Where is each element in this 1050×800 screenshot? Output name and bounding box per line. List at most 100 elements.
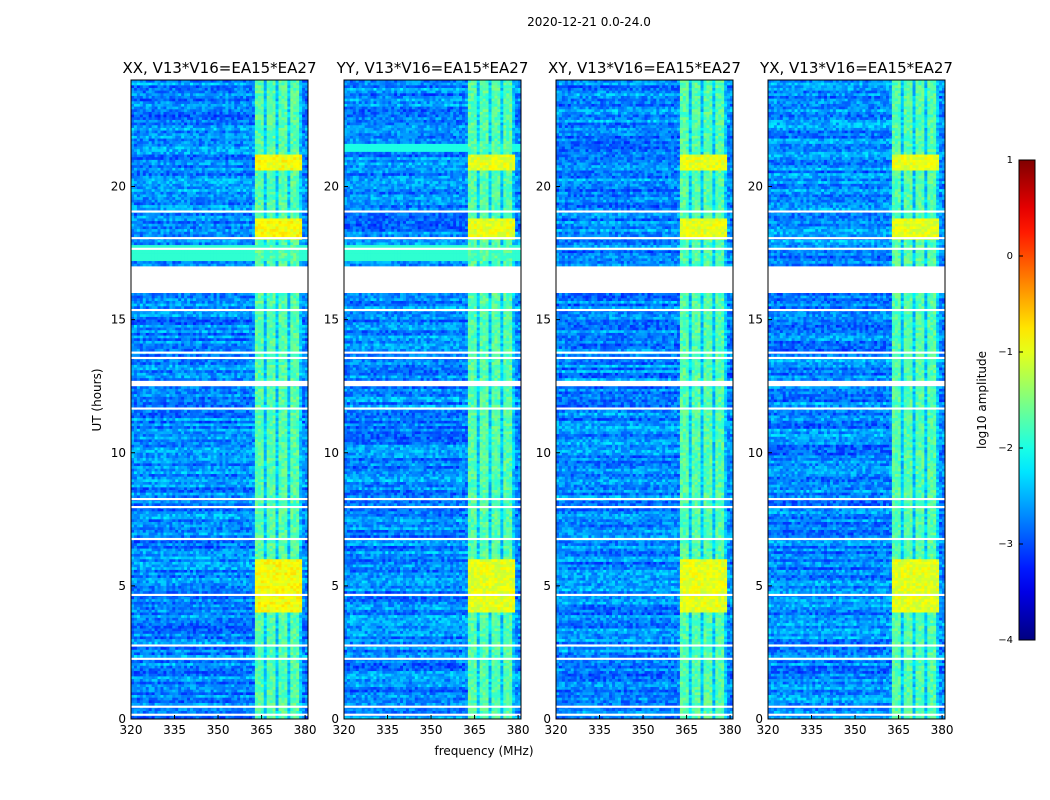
heatmap-cell xyxy=(234,83,237,86)
heatmap-cell xyxy=(255,91,258,94)
heatmap-cell xyxy=(249,107,252,110)
heatmap-cell xyxy=(184,96,187,99)
heatmap-cell xyxy=(137,93,140,96)
heatmap-cell xyxy=(299,104,302,107)
heatmap-cell xyxy=(211,112,214,115)
heatmap-cell xyxy=(202,112,205,115)
heatmap-cell xyxy=(193,96,196,99)
heatmap-cell xyxy=(234,99,237,102)
heatmap-cell xyxy=(149,104,152,107)
heatmap-cell xyxy=(264,104,267,107)
heatmap-cell xyxy=(225,107,228,110)
heatmap-cell xyxy=(178,104,181,107)
heatmap-cell xyxy=(302,96,305,99)
heatmap-cell xyxy=(237,112,240,115)
heatmap-cell xyxy=(175,107,178,110)
heatmap-cell xyxy=(161,101,164,104)
heatmap-cell xyxy=(237,109,240,112)
heatmap-cell xyxy=(137,109,140,112)
heatmap-cell xyxy=(220,109,223,112)
heatmap-cell xyxy=(196,88,199,91)
heatmap-cell xyxy=(208,96,211,99)
heatmap-cell xyxy=(143,99,146,102)
heatmap-cell xyxy=(255,83,258,86)
heatmap-cell xyxy=(296,99,299,102)
heatmap-cell xyxy=(237,85,240,88)
heatmap-cell xyxy=(231,112,234,115)
heatmap-cell xyxy=(155,112,158,115)
heatmap-cell xyxy=(146,104,149,107)
heatmap-cell xyxy=(258,104,261,107)
heatmap-cell xyxy=(228,83,231,86)
heatmap-cell xyxy=(261,85,264,88)
heatmap-cell xyxy=(175,109,178,112)
heatmap-cell xyxy=(199,112,202,115)
heatmap-cell xyxy=(267,107,270,110)
heatmap-cell xyxy=(149,99,152,102)
heatmap-cell xyxy=(175,93,178,96)
heatmap-cell xyxy=(290,101,293,104)
heatmap-cell xyxy=(299,93,302,96)
heatmap-cell xyxy=(149,112,152,115)
heatmap-cell xyxy=(202,83,205,86)
heatmap-cell xyxy=(208,109,211,112)
heatmap-cell xyxy=(234,109,237,112)
heatmap-cell xyxy=(290,107,293,110)
heatmap-cell xyxy=(140,115,143,118)
heatmap-cell xyxy=(276,88,279,91)
heatmap-cell xyxy=(222,107,225,110)
heatmap-cell xyxy=(169,107,172,110)
heatmap-cell xyxy=(302,109,305,112)
heatmap-cell xyxy=(175,112,178,115)
heatmap-cell xyxy=(228,109,231,112)
heatmap-cell xyxy=(175,104,178,107)
heatmap-cell xyxy=(276,96,279,99)
heatmap-cell xyxy=(287,83,290,86)
heatmap-cell xyxy=(214,101,217,104)
heatmap-cell xyxy=(237,91,240,94)
heatmap-cell xyxy=(231,101,234,104)
heatmap-cell xyxy=(252,85,255,88)
heatmap-cell xyxy=(284,107,287,110)
heatmap-cell xyxy=(163,91,166,94)
heatmap-cell xyxy=(175,96,178,99)
heatmap-cell xyxy=(258,91,261,94)
heatmap-cell xyxy=(222,85,225,88)
heatmap-cell xyxy=(281,101,284,104)
heatmap-cell xyxy=(158,88,161,91)
heatmap-cell xyxy=(137,88,140,91)
heatmap-cell xyxy=(225,83,228,86)
heatmap-cell xyxy=(228,91,231,94)
heatmap-cell xyxy=(178,101,181,104)
heatmap-cell xyxy=(302,107,305,110)
heatmap-cell xyxy=(231,99,234,102)
figure: 2020-12-21 0.0-24.0 XX, V13*V16=EA15*EA2… xyxy=(0,0,1050,800)
heatmap-cell xyxy=(137,107,140,110)
heatmap-cell xyxy=(279,109,282,112)
heatmap-cell xyxy=(143,88,146,91)
heatmap-cell xyxy=(175,88,178,91)
heatmap-cell xyxy=(143,96,146,99)
heatmap-cell xyxy=(287,104,290,107)
heatmap-cell xyxy=(169,112,172,115)
heatmap-cell xyxy=(234,91,237,94)
heatmap-cell xyxy=(146,88,149,91)
heatmap-cell xyxy=(264,83,267,86)
heatmap-cell xyxy=(237,107,240,110)
heatmap-cell xyxy=(140,96,143,99)
heatmap-cell xyxy=(184,112,187,115)
heatmap-cell xyxy=(281,93,284,96)
heatmap-cell xyxy=(184,99,187,102)
heatmap-cell xyxy=(231,83,234,86)
heatmap-cell xyxy=(193,99,196,102)
heatmap-cell xyxy=(211,91,214,94)
heatmap-cell xyxy=(293,91,296,94)
heatmap-cell xyxy=(169,101,172,104)
heatmap-cell xyxy=(258,101,261,104)
heatmap-cell xyxy=(255,85,258,88)
heatmap-cell xyxy=(158,109,161,112)
heatmap-cell xyxy=(214,85,217,88)
heatmap-cell xyxy=(134,112,137,115)
heatmap-cell xyxy=(276,112,279,115)
heatmap-cell xyxy=(234,112,237,115)
